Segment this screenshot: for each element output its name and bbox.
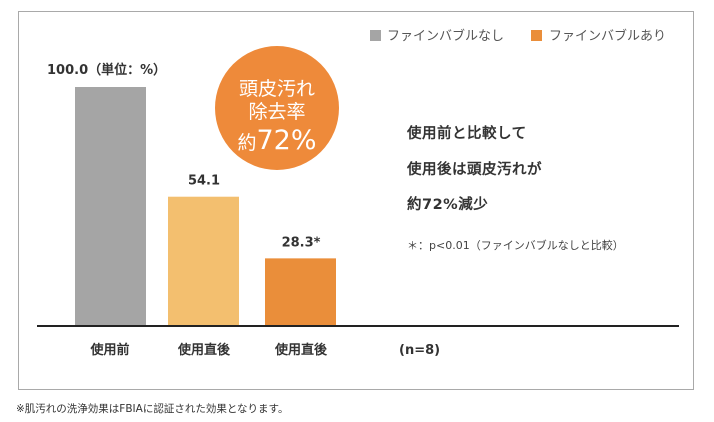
legend-swatch-with <box>531 30 542 41</box>
bar-before <box>75 87 146 326</box>
bar-after-with <box>265 258 336 326</box>
bar-after-without <box>168 196 239 326</box>
category-label-after-without: 使用直後 <box>177 342 231 358</box>
value-label-after-with: 28.3* <box>282 235 321 250</box>
value-label-before: 100.0（単位：%） <box>47 62 166 78</box>
description: 使用前と比較して 使用後は頭皮汚れが 約72%減少 <box>406 124 542 213</box>
legend-label-with: ファインバブルあり <box>549 28 666 44</box>
bar-chart: ファインバブルなし ファインバブルあり 100.0（単位：%） 54.1 28.… <box>37 28 679 358</box>
badge-value: 72% <box>257 125 317 156</box>
badge-line1: 頭皮汚れ <box>239 78 315 100</box>
category-labels: 使用前 使用直後 使用直後 (n=8) <box>89 342 440 358</box>
badge-line2: 除去率 <box>248 101 305 123</box>
description-line3: 約72%減少 <box>407 195 488 213</box>
badge-circle <box>215 46 339 170</box>
chart-frame: ファインバブルなし ファインバブルあり 100.0（単位：%） 54.1 28.… <box>18 11 694 390</box>
footnote: ※肌汚れの洗浄効果はFBIAに認証された効果となります。 <box>16 403 289 415</box>
value-label-after-without: 54.1 <box>188 174 220 189</box>
value-labels: 100.0（単位：%） 54.1 28.3* <box>47 62 321 250</box>
description-line1: 使用前と比較して <box>406 124 527 142</box>
legend: ファインバブルなし ファインバブルあり <box>370 28 666 44</box>
sample-size-label: (n=8) <box>399 343 440 358</box>
significance-note: ＊：p<0.01（ファインバブルなしと比較） <box>407 238 624 252</box>
legend-label-without: ファインバブルなし <box>387 28 504 44</box>
removal-rate-badge: 頭皮汚れ 除去率 約72% <box>215 46 339 170</box>
badge-prefix: 約 <box>237 132 256 154</box>
category-label-before: 使用前 <box>89 342 129 358</box>
category-label-after-with: 使用直後 <box>274 342 328 358</box>
description-line2: 使用後は頭皮汚れが <box>406 160 542 178</box>
bars <box>75 87 336 326</box>
legend-swatch-without <box>370 30 381 41</box>
badge-line3: 約72% <box>237 125 316 156</box>
